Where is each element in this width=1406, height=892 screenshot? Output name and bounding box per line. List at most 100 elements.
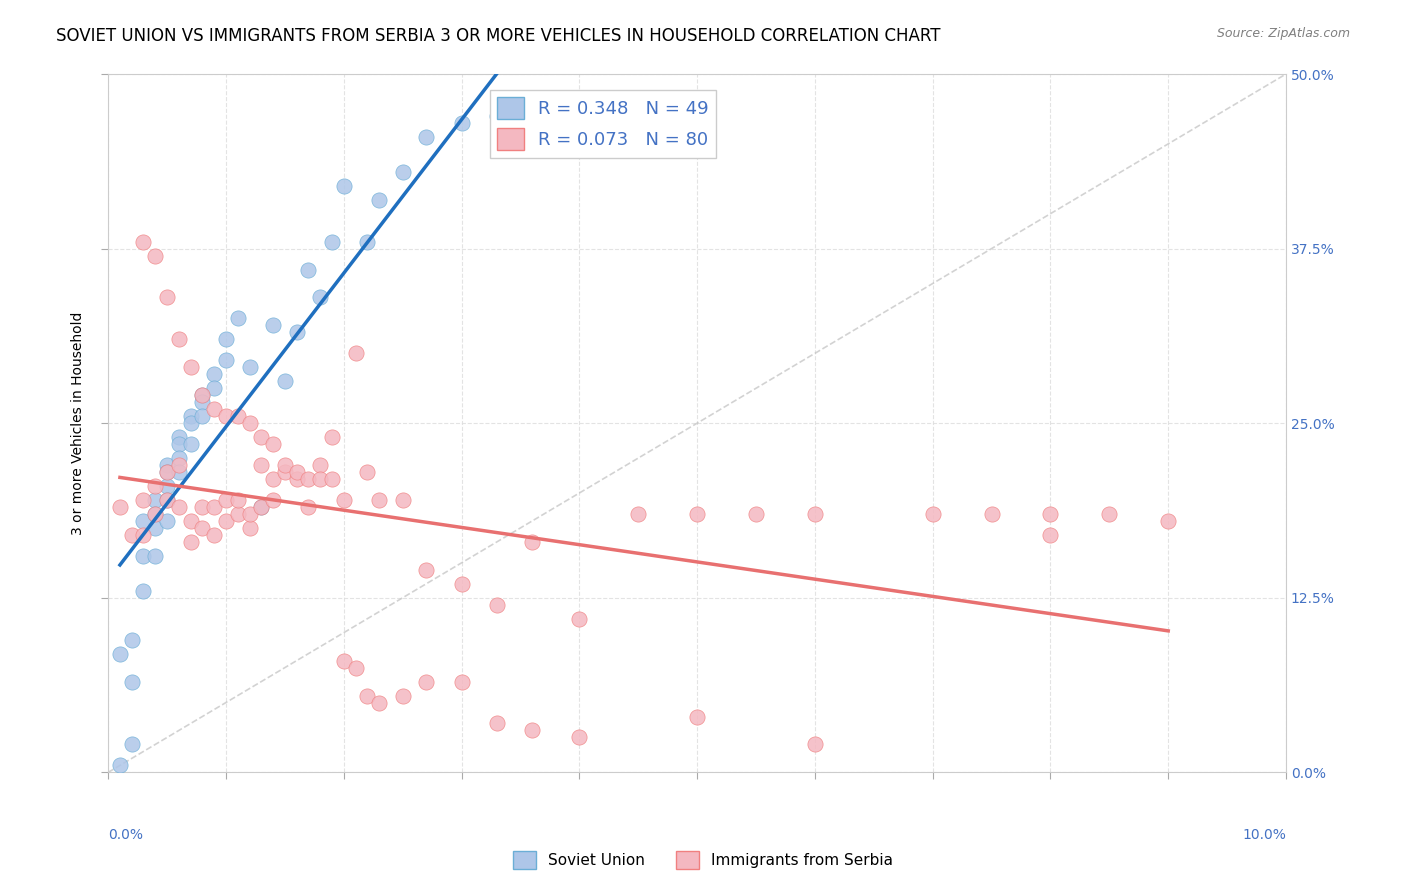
Point bbox=[156, 493, 179, 508]
Point bbox=[274, 458, 297, 472]
Point bbox=[309, 291, 332, 305]
Point bbox=[297, 472, 319, 486]
Point bbox=[132, 549, 155, 563]
Point bbox=[167, 458, 190, 472]
Point bbox=[191, 395, 214, 409]
Point bbox=[1098, 507, 1121, 521]
Point bbox=[368, 493, 391, 508]
Point bbox=[180, 409, 202, 424]
Point bbox=[686, 507, 709, 521]
Point bbox=[804, 507, 827, 521]
Point bbox=[321, 430, 343, 444]
Point bbox=[250, 500, 273, 514]
Point bbox=[485, 109, 508, 123]
Point bbox=[356, 689, 378, 703]
Point bbox=[391, 689, 413, 703]
Point bbox=[415, 674, 437, 689]
Point bbox=[274, 465, 297, 479]
Point bbox=[262, 493, 284, 508]
Point bbox=[156, 291, 179, 305]
Point bbox=[132, 493, 155, 508]
Point bbox=[121, 528, 143, 542]
Point bbox=[156, 458, 179, 472]
Point bbox=[191, 409, 214, 424]
Point bbox=[143, 507, 166, 521]
Point bbox=[309, 472, 332, 486]
Point bbox=[368, 696, 391, 710]
Point bbox=[143, 493, 166, 508]
Point bbox=[297, 262, 319, 277]
Point bbox=[262, 318, 284, 333]
Point bbox=[132, 583, 155, 598]
Point bbox=[167, 437, 190, 451]
Point bbox=[121, 632, 143, 647]
Point bbox=[238, 416, 260, 430]
Point bbox=[226, 507, 249, 521]
Point bbox=[262, 437, 284, 451]
Point bbox=[391, 165, 413, 179]
Point bbox=[108, 758, 131, 772]
Point bbox=[215, 332, 238, 346]
Point bbox=[450, 577, 472, 591]
Point bbox=[191, 388, 214, 402]
Point bbox=[202, 500, 225, 514]
Point bbox=[485, 598, 508, 612]
Point bbox=[250, 458, 273, 472]
Point bbox=[262, 472, 284, 486]
Point bbox=[980, 507, 1002, 521]
Point bbox=[180, 535, 202, 549]
Point bbox=[415, 129, 437, 144]
Point bbox=[804, 738, 827, 752]
Point bbox=[132, 235, 155, 249]
Point bbox=[415, 563, 437, 577]
Point bbox=[568, 731, 591, 745]
Point bbox=[309, 458, 332, 472]
Point bbox=[1157, 514, 1180, 528]
Point bbox=[143, 549, 166, 563]
Point bbox=[450, 674, 472, 689]
Point bbox=[568, 109, 591, 123]
Point bbox=[285, 465, 308, 479]
Point bbox=[121, 674, 143, 689]
Point bbox=[156, 493, 179, 508]
Point bbox=[344, 346, 367, 360]
Point bbox=[180, 514, 202, 528]
Point bbox=[215, 353, 238, 368]
Point bbox=[167, 465, 190, 479]
Point bbox=[167, 332, 190, 346]
Point bbox=[108, 500, 131, 514]
Point bbox=[627, 507, 650, 521]
Text: Source: ZipAtlas.com: Source: ZipAtlas.com bbox=[1216, 27, 1350, 40]
Point bbox=[568, 612, 591, 626]
Point bbox=[686, 709, 709, 723]
Text: 10.0%: 10.0% bbox=[1241, 829, 1286, 842]
Point bbox=[215, 514, 238, 528]
Point bbox=[332, 178, 354, 193]
Point bbox=[132, 514, 155, 528]
Point bbox=[250, 430, 273, 444]
Point bbox=[156, 465, 179, 479]
Point bbox=[356, 235, 378, 249]
Point bbox=[285, 472, 308, 486]
Point bbox=[1039, 528, 1062, 542]
Point bbox=[485, 716, 508, 731]
Point bbox=[250, 500, 273, 514]
Legend: Soviet Union, Immigrants from Serbia: Soviet Union, Immigrants from Serbia bbox=[508, 845, 898, 875]
Point bbox=[143, 479, 166, 493]
Point bbox=[191, 521, 214, 535]
Point bbox=[1039, 507, 1062, 521]
Text: SOVIET UNION VS IMMIGRANTS FROM SERBIA 3 OR MORE VEHICLES IN HOUSEHOLD CORRELATI: SOVIET UNION VS IMMIGRANTS FROM SERBIA 3… bbox=[56, 27, 941, 45]
Point bbox=[156, 479, 179, 493]
Point bbox=[180, 416, 202, 430]
Point bbox=[156, 465, 179, 479]
Point bbox=[238, 507, 260, 521]
Y-axis label: 3 or more Vehicles in Household: 3 or more Vehicles in Household bbox=[72, 311, 86, 535]
Point bbox=[121, 738, 143, 752]
Point bbox=[215, 409, 238, 424]
Point bbox=[332, 654, 354, 668]
Point bbox=[180, 437, 202, 451]
Point bbox=[274, 374, 297, 388]
Point bbox=[132, 528, 155, 542]
Point bbox=[522, 95, 544, 109]
Point bbox=[321, 235, 343, 249]
